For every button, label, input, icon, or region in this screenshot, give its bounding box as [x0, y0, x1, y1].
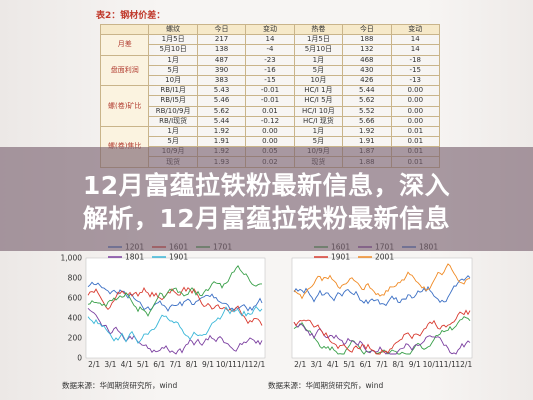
x-tick-label: 3/1 — [311, 360, 323, 369]
x-tick-label: 4/1 — [121, 360, 133, 369]
headline-line: 12月富蕴拉铁粉最新信息，深入 — [82, 171, 451, 200]
x-tick-label: 11/1 — [439, 360, 456, 369]
x-tick-label: 8/1 — [392, 360, 404, 369]
y-tick-label: 200 — [68, 334, 83, 343]
series-line — [87, 281, 263, 312]
x-tick-label: 12/1 — [455, 360, 472, 369]
x-tick-label: 9/1 — [409, 360, 421, 369]
y-tick-label: 800 — [68, 274, 83, 283]
series-line — [87, 305, 263, 344]
x-tick-label: 2/1 — [88, 360, 100, 369]
legend-label: 2001 — [375, 253, 394, 262]
x-tick-label: 5/1 — [343, 360, 355, 369]
series-line — [293, 275, 471, 307]
x-tick-label: 7/1 — [376, 360, 388, 369]
y-tick-label: 400 — [68, 314, 83, 323]
x-tick-label: 10/1 — [216, 360, 233, 369]
table-row: 5月10日 138 -4 5月10日 132 14 — [101, 44, 441, 56]
headline-band — [0, 147, 533, 251]
legend-label: 1801 — [125, 253, 144, 262]
x-tick-label: 12/1 — [248, 360, 265, 369]
group-cell: 螺(卷)矿比 — [99, 85, 150, 127]
group-cell: 盘面利润 — [99, 54, 150, 87]
x-tick-label: 4/1 — [327, 360, 339, 369]
x-tick-label: 2/1 — [294, 360, 306, 369]
x-tick-label: 6/1 — [153, 360, 165, 369]
x-tick-label: 8/1 — [186, 360, 198, 369]
series-line — [293, 316, 471, 355]
table-row: 10月 383 -15 10月 426 -13 — [101, 74, 441, 87]
chart-source: 数据来源：华闻期货研究所，wind — [268, 381, 384, 390]
x-tick-label: 5/1 — [137, 360, 149, 369]
table-row: 5月 390 -16 5月 430 -15 — [101, 64, 441, 76]
table-row: 月差 1月5日 217 14 1月5日 188 14 — [99, 34, 441, 56]
y-tick-label: 0 — [77, 354, 82, 363]
headline-line: 解析，12月富蕴拉铁粉最新信息 — [82, 204, 451, 233]
series-line — [293, 309, 471, 355]
group-cell: 月差 — [99, 34, 150, 56]
x-tick-label: 3/1 — [104, 360, 116, 369]
table-row: 螺(卷)矿比 RB/I1月 5.43 -0.01 HC/I 1月 5.44 0.00 — [99, 85, 441, 127]
x-tick-label: 9/1 — [202, 360, 214, 369]
x-tick-label: 7/1 — [169, 360, 181, 369]
x-tick-label: 11/1 — [232, 360, 249, 369]
table-title: 表2：钢材价差： — [96, 11, 166, 21]
chart-source: 数据来源：华闻期货研究所，wind — [62, 381, 178, 390]
legend-label: 1901 — [169, 253, 188, 262]
series-line — [87, 264, 262, 317]
y-tick-label: 1,000 — [61, 254, 83, 263]
x-tick-label: 6/1 — [360, 360, 372, 369]
legend-label: 1901 — [331, 253, 350, 262]
y-tick-label: 600 — [68, 294, 83, 303]
plot-area — [291, 257, 473, 359]
series-line — [87, 307, 263, 355]
table-row: 盘面利润 1月 487 -23 1月 468 -18 — [99, 54, 441, 87]
series-line — [293, 263, 471, 300]
x-tick-label: 10/1 — [423, 360, 440, 369]
